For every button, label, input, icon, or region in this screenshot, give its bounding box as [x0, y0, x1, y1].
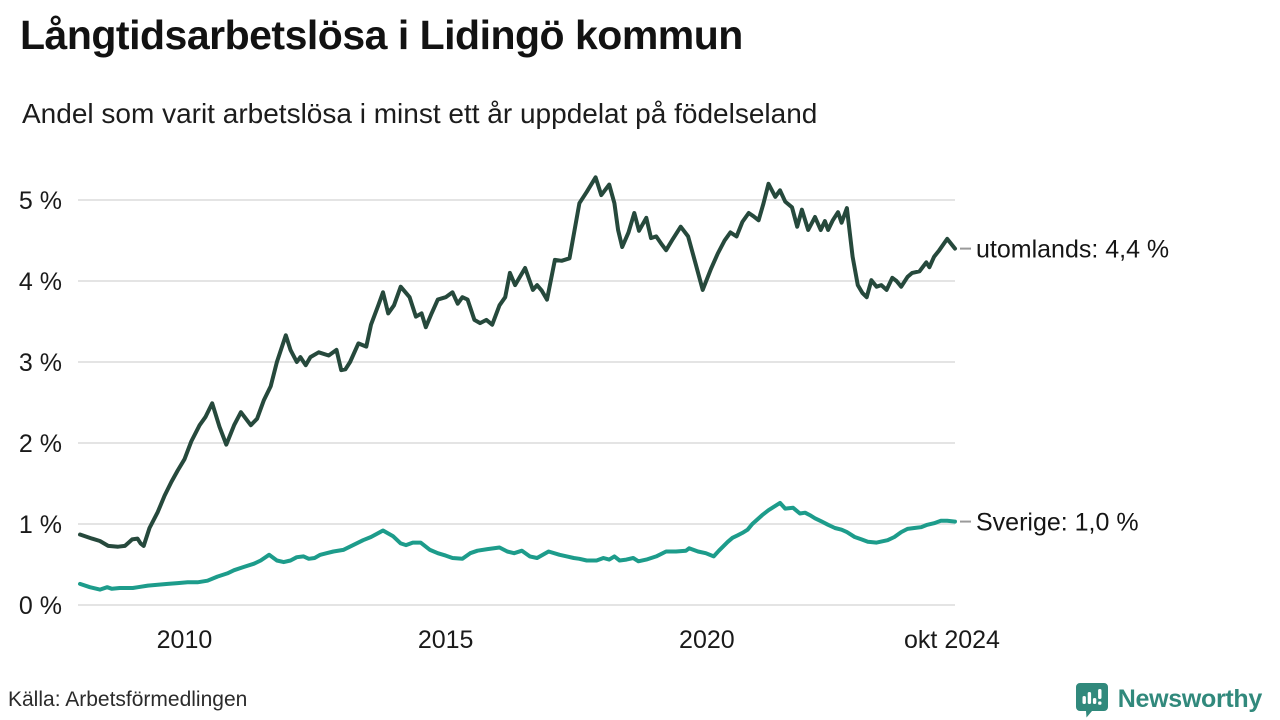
source-note: Källa: Arbetsförmedlingen: [8, 688, 248, 711]
y-axis-tick-label: 2 %: [19, 430, 62, 458]
y-axis-tick-label: 1 %: [19, 511, 62, 539]
y-axis-tick-label: 5 %: [19, 187, 62, 215]
x-axis-tick-label: 2010: [157, 626, 213, 654]
x-axis-tick-label: 2015: [418, 626, 474, 654]
chart-title: Långtidsarbetslösa i Lidingö kommun: [20, 12, 743, 58]
series-end-label-utomlands: utomlands: 4,4 %: [976, 236, 1169, 264]
y-axis-tick-label: 3 %: [19, 349, 62, 377]
series-line-Sverige: [78, 500, 957, 592]
y-axis-tick-label: 0 %: [19, 592, 62, 620]
chart-subtitle: Andel som varit arbetslösa i minst ett å…: [22, 98, 818, 129]
x-axis-tick-label: okt 2024: [904, 626, 1000, 654]
x-axis-tick-label: 2020: [679, 626, 735, 654]
newsworthy-logo: Newsworthy: [1074, 680, 1262, 718]
newsworthy-icon: [1075, 683, 1108, 718]
newsworthy-wordmark: Newsworthy: [1117, 684, 1263, 713]
series-end-label-Sverige: Sverige: 1,0 %: [976, 509, 1139, 537]
series-line-utomlands: [78, 175, 957, 549]
y-axis-tick-label: 4 %: [19, 268, 62, 296]
